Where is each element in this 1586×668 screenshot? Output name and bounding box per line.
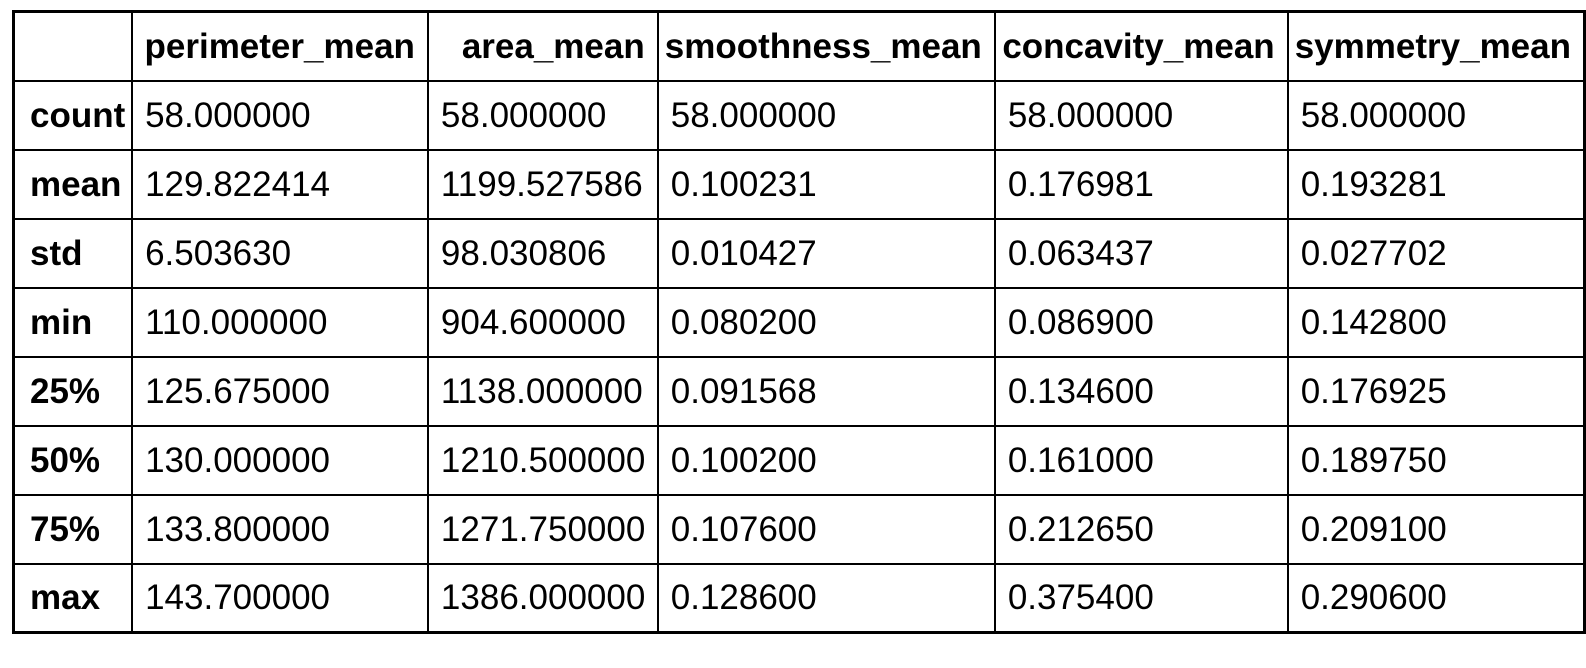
table-row: mean 129.822414 1199.527586 0.100231 0.17698… [12, 148, 1586, 220]
row-label: count [12, 79, 134, 151]
table-cell: 58.000000 [1286, 79, 1586, 151]
table-cell: 0.290600 [1286, 562, 1586, 634]
header-row: perimeter_mean area_mean smoothness_mean co… [12, 10, 1586, 82]
row-label: min [12, 286, 134, 358]
table-cell: 6.503630 [131, 217, 429, 289]
table-cell: 1386.000000 [426, 562, 659, 634]
table-cell: 0.176925 [1286, 355, 1586, 427]
table-cell: 0.086900 [993, 286, 1289, 358]
table-cell: 58.000000 [131, 79, 429, 151]
row-label: 75% [12, 493, 134, 565]
table-cell: 0.134600 [993, 355, 1289, 427]
table-cell: 1210.500000 [426, 424, 659, 496]
table-cell: 0.010427 [656, 217, 996, 289]
column-header: perimeter_mean [131, 10, 429, 82]
table-row: 75% 133.800000 1271.750000 0.107600 0.212650… [12, 493, 1586, 565]
corner-cell [12, 10, 134, 82]
table-cell: 143.700000 [131, 562, 429, 634]
table-cell: 0.080200 [656, 286, 996, 358]
table-cell: 130.000000 [131, 424, 429, 496]
table-cell: 0.128600 [656, 562, 996, 634]
table-row: std 6.503630 98.030806 0.010427 0.063437 0.02… [12, 217, 1586, 289]
table-cell: 58.000000 [993, 79, 1289, 151]
table-body: count 58.000000 58.000000 58.000000 58.00000… [12, 79, 1586, 634]
column-header: concavity_mean [993, 10, 1289, 82]
describe-statistics-table: perimeter_mean area_mean smoothness_mean co… [12, 10, 1586, 634]
row-label: std [12, 217, 134, 289]
table-cell: 0.100231 [656, 148, 996, 220]
table-cell: 98.030806 [426, 217, 659, 289]
table-cell: 1271.750000 [426, 493, 659, 565]
table-row: count 58.000000 58.000000 58.000000 58.00000… [12, 79, 1586, 151]
table-cell: 0.142800 [1286, 286, 1586, 358]
table-cell: 0.063437 [993, 217, 1289, 289]
table-cell: 58.000000 [426, 79, 659, 151]
table-cell: 0.375400 [993, 562, 1289, 634]
table-cell: 0.176981 [993, 148, 1289, 220]
table-cell: 1138.000000 [426, 355, 659, 427]
table-row: max 143.700000 1386.000000 0.128600 0.375400… [12, 562, 1586, 634]
column-header: symmetry_mean [1286, 10, 1586, 82]
table-cell: 0.091568 [656, 355, 996, 427]
table-cell: 904.600000 [426, 286, 659, 358]
table-cell: 0.193281 [1286, 148, 1586, 220]
column-header: area_mean [426, 10, 659, 82]
table-cell: 0.212650 [993, 493, 1289, 565]
table-cell: 0.107600 [656, 493, 996, 565]
describe-table-container: perimeter_mean area_mean smoothness_mean co… [12, 10, 1586, 634]
table-cell: 133.800000 [131, 493, 429, 565]
table-cell: 0.209100 [1286, 493, 1586, 565]
table-row: 50% 130.000000 1210.500000 0.100200 0.161000… [12, 424, 1586, 496]
row-label: max [12, 562, 134, 634]
column-header: smoothness_mean [656, 10, 996, 82]
table-cell: 0.161000 [993, 424, 1289, 496]
table-cell: 125.675000 [131, 355, 429, 427]
table-cell: 1199.527586 [426, 148, 659, 220]
table-cell: 129.822414 [131, 148, 429, 220]
table-cell: 0.027702 [1286, 217, 1586, 289]
row-label: 50% [12, 424, 134, 496]
table-row: 25% 125.675000 1138.000000 0.091568 0.134600… [12, 355, 1586, 427]
table-cell: 0.100200 [656, 424, 996, 496]
row-label: mean [12, 148, 134, 220]
table-cell: 110.000000 [131, 286, 429, 358]
row-label: 25% [12, 355, 134, 427]
table-row: min 110.000000 904.600000 0.080200 0.086900 0… [12, 286, 1586, 358]
table-cell: 58.000000 [656, 79, 996, 151]
table-header-row: perimeter_mean area_mean smoothness_mean co… [12, 10, 1586, 82]
table-cell: 0.189750 [1286, 424, 1586, 496]
